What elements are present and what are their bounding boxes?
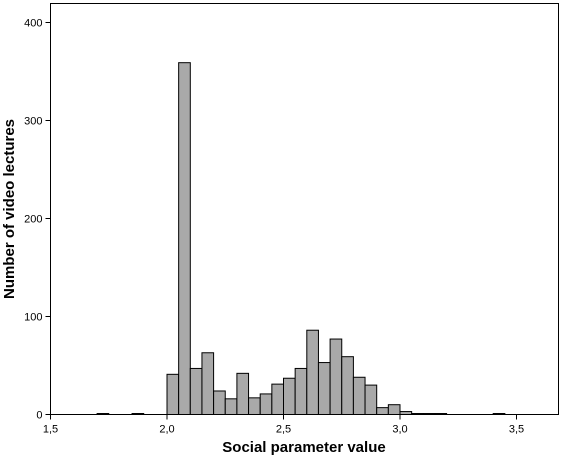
x-axis-title: Social parameter value — [222, 439, 385, 456]
histogram-bar — [317, 362, 331, 415]
histogram-bar — [201, 352, 215, 416]
histogram-bar — [294, 367, 308, 416]
y-tick-label: 100 — [24, 312, 42, 324]
histogram-bar — [434, 413, 448, 415]
histogram-bar — [352, 376, 366, 416]
x-tick-label: 2,0 — [159, 424, 174, 436]
histogram-bar — [224, 398, 238, 416]
histogram-bar — [236, 372, 250, 415]
histogram-bar — [411, 413, 424, 415]
x-tick-label: 3,5 — [509, 424, 524, 436]
histogram-bar — [399, 411, 413, 415]
x-axis: 1,5 2,0 2,5 3,0 3,5 — [43, 414, 524, 436]
histogram-bar — [387, 404, 401, 416]
histogram-bar — [271, 383, 285, 415]
plot-frame — [50, 3, 559, 415]
y-tick-label: 0 — [36, 410, 42, 422]
y-axis-title: Number of video lectures — [1, 119, 18, 299]
histogram-bar — [376, 407, 389, 416]
y-tick-label: 300 — [24, 116, 42, 128]
histogram-bar — [283, 377, 296, 415]
bars-group — [96, 62, 506, 416]
histogram-bar — [329, 338, 343, 416]
y-tick-label: 400 — [24, 18, 42, 30]
histogram-bar — [178, 62, 191, 416]
y-axis: 0 100 200 300 400 — [24, 18, 51, 422]
histogram-bar — [213, 390, 226, 416]
x-tick-label: 2,5 — [276, 424, 291, 436]
x-tick-label: 1,5 — [43, 424, 58, 436]
histogram-bar — [248, 397, 261, 415]
histogram-bar — [96, 413, 110, 415]
histogram-bar — [422, 413, 436, 415]
histogram-bar — [341, 356, 354, 415]
histogram-bar — [364, 384, 378, 416]
y-tick-label: 200 — [24, 214, 42, 226]
histogram-bar — [189, 367, 203, 416]
histogram-bar — [259, 393, 273, 416]
histogram-bar — [166, 373, 180, 416]
x-tick-label: 3,0 — [392, 424, 407, 436]
histogram-bar — [306, 329, 319, 415]
histogram-bar — [492, 413, 506, 415]
histogram-bar — [131, 413, 145, 415]
